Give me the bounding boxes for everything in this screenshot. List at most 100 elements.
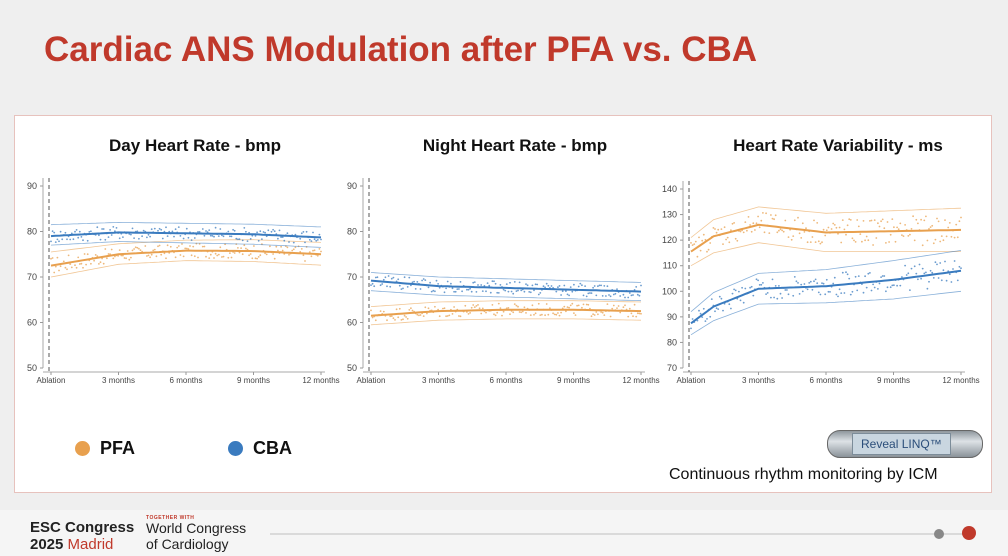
- data-point: [793, 276, 796, 278]
- data-point: [770, 296, 772, 299]
- data-point: [472, 281, 475, 284]
- x-tick-label: 3 months: [742, 376, 775, 385]
- data-point: [768, 232, 771, 234]
- data-point: [704, 320, 707, 322]
- data-point: [400, 288, 403, 290]
- data-point: [115, 227, 118, 229]
- data-point: [245, 247, 247, 250]
- data-point: [715, 307, 718, 310]
- data-point: [738, 290, 740, 293]
- data-point: [165, 226, 167, 229]
- data-point: [176, 246, 179, 249]
- data-point: [275, 245, 278, 248]
- data-point: [370, 309, 372, 312]
- data-point: [232, 228, 235, 231]
- data-point: [765, 293, 767, 295]
- data-point: [146, 255, 148, 257]
- data-point: [821, 241, 823, 244]
- data-point: [222, 255, 225, 258]
- data-point: [106, 257, 108, 260]
- data-point: [517, 305, 519, 308]
- data-point: [389, 315, 392, 318]
- data-point: [778, 229, 780, 232]
- data-point: [706, 250, 708, 253]
- data-point: [54, 265, 57, 268]
- data-point: [169, 245, 172, 248]
- data-point: [273, 257, 276, 260]
- data-point: [870, 289, 873, 292]
- series-cba-points: [690, 260, 962, 330]
- data-point: [459, 281, 462, 283]
- data-point: [542, 285, 545, 288]
- data-point: [213, 235, 215, 238]
- data-point: [781, 297, 783, 299]
- data-point: [960, 216, 962, 219]
- data-point: [419, 314, 422, 316]
- data-point: [770, 214, 772, 216]
- data-point: [153, 227, 156, 230]
- data-point: [587, 292, 590, 295]
- data-point: [381, 283, 384, 285]
- data-point: [801, 290, 804, 293]
- data-point: [450, 282, 452, 285]
- legend-item-pfa: PFA: [75, 438, 135, 459]
- data-point: [742, 301, 745, 304]
- data-point: [885, 242, 887, 244]
- slide-progress-dot[interactable]: [934, 529, 944, 539]
- data-point: [446, 315, 449, 317]
- data-point: [229, 252, 231, 255]
- data-point: [715, 231, 718, 234]
- data-point: [601, 295, 604, 297]
- data-point: [565, 310, 567, 313]
- data-point: [472, 304, 475, 306]
- data-point: [590, 292, 593, 294]
- data-point: [801, 222, 804, 225]
- data-point: [545, 303, 548, 305]
- x-tick-label: 6 months: [810, 376, 843, 385]
- data-point: [280, 236, 282, 238]
- data-point: [690, 242, 692, 244]
- data-point: [718, 295, 721, 298]
- series-pfa-ci-lower: [50, 260, 322, 278]
- data-point: [146, 236, 148, 239]
- y-tick-label: 70: [347, 272, 357, 282]
- data-point: [134, 246, 137, 249]
- x-tick-label: 9 months: [557, 376, 590, 385]
- data-point: [451, 287, 454, 290]
- data-point: [494, 282, 497, 285]
- data-point: [923, 219, 926, 222]
- data-point: [902, 235, 905, 237]
- data-point: [698, 309, 700, 312]
- data-point: [845, 233, 847, 236]
- data-point: [520, 311, 523, 314]
- data-point: [856, 219, 859, 221]
- data-point: [259, 254, 262, 257]
- data-point: [208, 257, 211, 259]
- data-point: [122, 254, 124, 257]
- data-point: [53, 231, 56, 234]
- data-point: [808, 282, 811, 284]
- slide-progress-current-dot[interactable]: [962, 526, 976, 540]
- data-point: [928, 228, 930, 230]
- data-point: [150, 253, 153, 256]
- data-point: [955, 223, 958, 226]
- data-point: [782, 230, 785, 233]
- data-point: [800, 237, 803, 239]
- data-point: [163, 252, 166, 255]
- data-point: [273, 230, 276, 233]
- data-point: [413, 280, 415, 283]
- data-point: [485, 311, 487, 314]
- data-point: [829, 291, 831, 293]
- data-point: [864, 239, 866, 242]
- data-point: [628, 292, 631, 294]
- data-point: [446, 280, 449, 283]
- data-point: [402, 287, 404, 290]
- data-point: [160, 228, 163, 231]
- data-point: [152, 249, 155, 252]
- data-point: [101, 228, 103, 230]
- data-point: [827, 290, 830, 293]
- data-point: [888, 241, 890, 243]
- data-point: [529, 291, 532, 294]
- data-point: [390, 315, 393, 317]
- data-point: [96, 255, 99, 258]
